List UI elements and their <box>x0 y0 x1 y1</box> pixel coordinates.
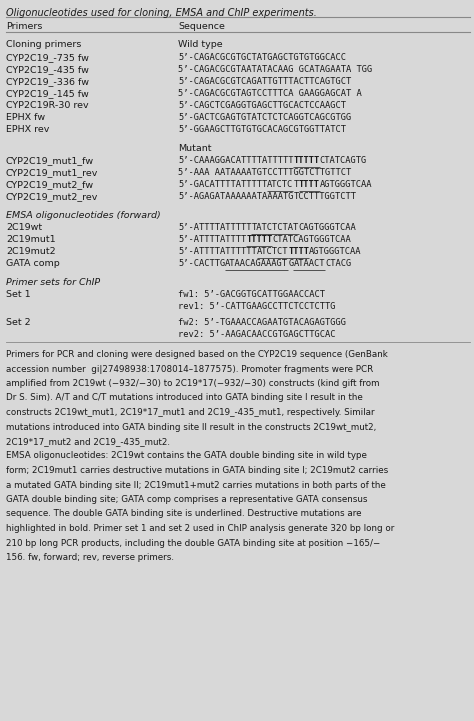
Text: EMSA oligonucleotides (forward): EMSA oligonucleotides (forward) <box>6 211 161 220</box>
Text: CYP2C19_-435 fw: CYP2C19_-435 fw <box>6 65 89 74</box>
Text: Wild type: Wild type <box>178 40 223 49</box>
Text: 5’-ATTTTATTTTT: 5’-ATTTTATTTTT <box>178 223 252 232</box>
Text: 5’-AAA AATAAAATGTCCTTTGGTCTTGTTCT: 5’-AAA AATAAAATGTCCTTTGGTCTTGTTCT <box>178 168 351 177</box>
Text: Dr S. Sim). A/T and C/T mutations introduced into GATA binding site I result in : Dr S. Sim). A/T and C/T mutations introd… <box>6 394 363 402</box>
Text: CYP2C19_mut2_fw: CYP2C19_mut2_fw <box>6 180 94 189</box>
Text: 5’-CAAAGGACATTTTATTTTT: 5’-CAAAGGACATTTTATTTTT <box>178 156 293 165</box>
Text: Primer sets for ChIP: Primer sets for ChIP <box>6 278 100 287</box>
Text: CYP2C19_mut1_rev: CYP2C19_mut1_rev <box>6 168 99 177</box>
Text: 5’-CAGACGCGTGCTATGAGCTGTGTGGCACC: 5’-CAGACGCGTGCTATGAGCTGTGTGGCACC <box>178 53 346 62</box>
Text: Primers for PCR and cloning were designed based on the CYP2C19 sequence (GenBank: Primers for PCR and cloning were designe… <box>6 350 388 359</box>
Text: GATA comp: GATA comp <box>6 259 60 268</box>
Text: fw1: 5’-GACGGTGCATTGGAACCACT: fw1: 5’-GACGGTGCATTGGAACCACT <box>178 290 325 299</box>
Text: CAGTGGGTCAA: CAGTGGGTCAA <box>299 223 356 232</box>
Text: CTATCAGTGGGTCAA: CTATCAGTGGGTCAA <box>273 235 351 244</box>
Text: 156. fw, forward; rev, reverse primers.: 156. fw, forward; rev, reverse primers. <box>6 553 174 562</box>
Text: 5’-AGAGATAAAAAATAAAATG: 5’-AGAGATAAAAAATAAAATG <box>178 192 293 201</box>
Text: TTTTT: TTTTT <box>246 235 273 244</box>
Text: ATCTCT: ATCTCT <box>257 247 288 256</box>
Text: TATCTCTAT: TATCTCTAT <box>252 223 299 232</box>
Text: 5’-GACTCGAGTGTATCTCTCAGGTCAGCGTGG: 5’-GACTCGAGTGTATCTCTCAGGTCAGCGTGG <box>178 113 351 122</box>
Text: G: G <box>288 259 293 268</box>
Text: 2C19wt: 2C19wt <box>6 223 42 232</box>
Text: EPHX rev: EPHX rev <box>6 125 49 134</box>
Text: Cloning primers: Cloning primers <box>6 40 82 49</box>
Text: TCCTTTGGTCTT: TCCTTTGGTCTT <box>293 192 356 201</box>
Text: AGTGGGTCAA: AGTGGGTCAA <box>309 247 362 256</box>
Text: constructs 2C19wt_mut1, 2C19*17_mut1 and 2C19_-435_mut1, respectively. Similar: constructs 2C19wt_mut1, 2C19*17_mut1 and… <box>6 408 374 417</box>
Text: 5’-CAGCTCGAGGTGAGCTTGCACTCCAAGCT: 5’-CAGCTCGAGGTGAGCTTGCACTCCAAGCT <box>178 101 346 110</box>
Text: TTTT: TTTT <box>299 180 320 189</box>
Text: TTTTT: TTTTT <box>293 156 320 165</box>
Text: ATAACAGAAAGT: ATAACAGAAAGT <box>225 259 288 268</box>
Text: accession number  gi|27498938:1708014–1877575). Promoter fragments were PCR: accession number gi|27498938:1708014–187… <box>6 365 373 373</box>
Text: Primers: Primers <box>6 22 42 31</box>
Text: CYP2C19_-735 fw: CYP2C19_-735 fw <box>6 53 89 62</box>
Text: 5’-ATTTTATTTT: 5’-ATTTTATTTT <box>178 235 246 244</box>
Text: highlighted in bold. Primer set 1 and set 2 used in ChIP analysis generate 320 b: highlighted in bold. Primer set 1 and se… <box>6 524 394 533</box>
Text: 2C19mut2: 2C19mut2 <box>6 247 55 256</box>
Text: CYP2C19_mut2_rev: CYP2C19_mut2_rev <box>6 192 99 201</box>
Text: 2C19*17_mut2 and 2C19_-435_mut2.: 2C19*17_mut2 and 2C19_-435_mut2. <box>6 437 170 446</box>
Text: Oligonucleotides used for cloning, EMSA and ChIP experiments.: Oligonucleotides used for cloning, EMSA … <box>6 8 317 18</box>
Text: 5’-CAGACGCGTAATATACAAG GCATAGAATA TGG: 5’-CAGACGCGTAATATACAAG GCATAGAATA TGG <box>178 65 372 74</box>
Text: amplified from 2C19wt (−932/−30) to 2C19*17(−932/−30) constructs (kind gift from: amplified from 2C19wt (−932/−30) to 2C19… <box>6 379 380 388</box>
Text: 5’-CACTTG: 5’-CACTTG <box>178 259 225 268</box>
Text: CYP2C19_-336 fw: CYP2C19_-336 fw <box>6 77 89 86</box>
Text: CYP2C19R-30 rev: CYP2C19R-30 rev <box>6 101 89 110</box>
Text: ATCTC: ATCTC <box>267 180 293 189</box>
Text: 5’-GGAAGCTTGTGTGCACAGCGTGGTTATCT: 5’-GGAAGCTTGTGTGCACAGCGTGGTTATCT <box>178 125 346 134</box>
Text: a mutated GATA binding site II; 2C19mut1+mut2 carries mutations in both parts of: a mutated GATA binding site II; 2C19mut1… <box>6 480 386 490</box>
Text: Mutant: Mutant <box>178 144 211 153</box>
Text: CYP2C19_-145 fw: CYP2C19_-145 fw <box>6 89 89 98</box>
Text: Sequence: Sequence <box>178 22 225 31</box>
Text: sequence. The double GATA binding site is underlined. Destructive mutations are: sequence. The double GATA binding site i… <box>6 510 362 518</box>
Text: EMSA oligonucleotides: 2C19wt contains the GATA double binding site in wild type: EMSA oligonucleotides: 2C19wt contains t… <box>6 451 367 461</box>
Text: rev1: 5’-CATTGAAGCCTTCTCCTCTTG: rev1: 5’-CATTGAAGCCTTCTCCTCTTG <box>178 302 336 311</box>
Text: CTATCAGTG: CTATCAGTG <box>320 156 367 165</box>
Text: 5’-GACATTTTATTTTT: 5’-GACATTTTATTTTT <box>178 180 267 189</box>
Text: 5’-ATTTTATTTTTT: 5’-ATTTTATTTTTT <box>178 247 257 256</box>
Text: TTTT: TTTT <box>288 247 309 256</box>
Text: ATAACT: ATAACT <box>293 259 325 268</box>
Text: EPHX fw: EPHX fw <box>6 113 45 122</box>
Text: Set 1: Set 1 <box>6 290 31 299</box>
Text: 210 bp long PCR products, including the double GATA binding site at position −16: 210 bp long PCR products, including the … <box>6 539 380 547</box>
Text: T: T <box>293 180 299 189</box>
Text: GATA double binding site; GATA comp comprises a representative GATA consensus: GATA double binding site; GATA comp comp… <box>6 495 367 504</box>
Text: 5’-CAGACGCGTCAGATTGTTTACTTCAGTGCT: 5’-CAGACGCGTCAGATTGTTTACTTCAGTGCT <box>178 77 351 86</box>
Text: Set 2: Set 2 <box>6 318 31 327</box>
Text: mutations introduced into GATA binding site II result in the constructs 2C19wt_m: mutations introduced into GATA binding s… <box>6 423 376 431</box>
Text: fw2: 5’-TGAAACCAGAATGTACAGAGTGGG: fw2: 5’-TGAAACCAGAATGTACAGAGTGGG <box>178 318 346 327</box>
Text: AGTGGGTCAA: AGTGGGTCAA <box>320 180 372 189</box>
Text: 2C19mut1: 2C19mut1 <box>6 235 55 244</box>
Text: CYP2C19_mut1_fw: CYP2C19_mut1_fw <box>6 156 94 165</box>
Text: form; 2C19mut1 carries destructive mutations in GATA binding site I; 2C19mut2 ca: form; 2C19mut1 carries destructive mutat… <box>6 466 388 475</box>
Text: 5’-CAGACGCGTAGTCCTTTCA GAAGGAGCAT A: 5’-CAGACGCGTAGTCCTTTCA GAAGGAGCAT A <box>178 89 362 98</box>
Text: CTACG: CTACG <box>325 259 351 268</box>
Text: rev2: 5’-AAGACAACCGTGAGCTTGCAC: rev2: 5’-AAGACAACCGTGAGCTTGCAC <box>178 330 336 339</box>
